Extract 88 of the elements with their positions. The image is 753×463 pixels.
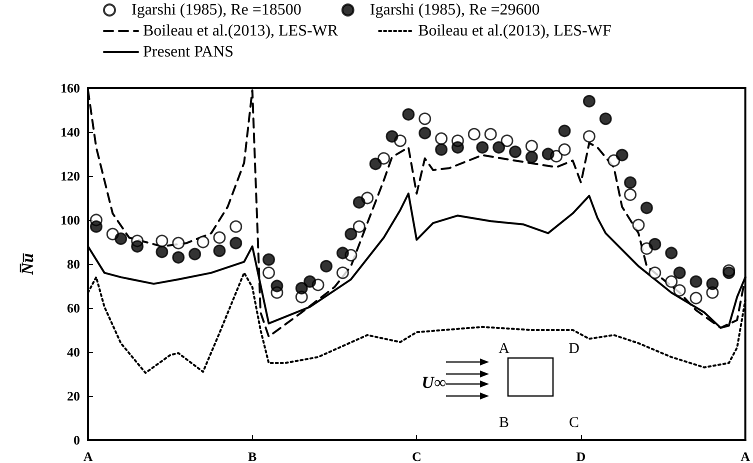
point <box>213 244 226 258</box>
point <box>509 146 522 158</box>
point <box>624 176 637 189</box>
point <box>608 154 620 167</box>
point <box>90 220 102 233</box>
y-axis-title: N̅u̅ <box>18 252 37 276</box>
point <box>706 278 719 290</box>
point <box>599 112 612 126</box>
point <box>525 150 538 164</box>
point <box>476 141 489 154</box>
annotation: U∞ <box>422 373 446 392</box>
point <box>344 228 358 240</box>
point <box>616 148 628 162</box>
point <box>435 143 448 156</box>
point <box>722 266 736 280</box>
point <box>172 251 185 264</box>
point <box>665 246 678 260</box>
point <box>295 282 308 294</box>
annotation: D <box>568 341 580 357</box>
point <box>673 284 686 297</box>
y-tick-label: 120 <box>60 168 80 184</box>
point <box>196 236 210 248</box>
point <box>640 202 653 214</box>
point <box>270 280 284 292</box>
point <box>542 148 554 160</box>
point <box>648 266 662 280</box>
point <box>500 134 514 148</box>
y-tick-label: 0 <box>74 432 80 448</box>
point <box>690 292 702 304</box>
point <box>582 130 596 143</box>
point <box>468 128 480 140</box>
y-tick-label: 140 <box>60 124 80 140</box>
annotation: B <box>498 415 510 431</box>
point <box>648 238 662 250</box>
legend-label: Present PANS <box>143 44 234 60</box>
point <box>304 275 316 288</box>
legend-label: Igarshi (1985), Re =18500 <box>132 2 302 18</box>
y-tick-label: 40 <box>67 344 80 360</box>
x-tick-label: D <box>576 449 586 463</box>
point <box>525 140 538 152</box>
point <box>418 112 432 126</box>
point <box>665 275 678 288</box>
annotation: C <box>568 415 580 431</box>
point <box>582 94 596 108</box>
point <box>492 141 506 154</box>
legend-label: Boileau et al.(2013), LES-WR <box>143 22 338 40</box>
point <box>156 234 168 248</box>
point <box>352 220 366 233</box>
point <box>369 158 382 170</box>
legend-label: Boileau et al.(2013), LES-WF <box>418 22 612 40</box>
y-tick-label: 100 <box>60 212 80 228</box>
x-tick-label: A <box>83 449 94 463</box>
point <box>131 240 144 253</box>
point <box>632 218 645 232</box>
annotation: A <box>498 341 510 357</box>
x-tick-label: B <box>248 449 257 463</box>
point <box>418 126 432 140</box>
point <box>230 220 242 233</box>
x-tick-label: A <box>740 449 751 463</box>
point <box>114 232 128 245</box>
point <box>262 266 276 280</box>
y-tick-label: 80 <box>67 256 80 272</box>
point <box>386 130 398 143</box>
x-tick-label: C <box>412 449 422 463</box>
y-tick-label: 20 <box>67 388 80 404</box>
point <box>402 108 415 121</box>
point <box>213 231 226 244</box>
point <box>558 143 571 156</box>
point <box>673 266 686 280</box>
point <box>172 236 185 250</box>
y-tick-label: 60 <box>67 300 80 316</box>
point <box>484 128 497 140</box>
point <box>378 152 390 165</box>
point <box>336 266 349 280</box>
point <box>435 132 448 145</box>
point <box>624 188 637 201</box>
point <box>336 246 349 260</box>
legend-label: Igarshi (1985), Re =29600 <box>370 2 540 18</box>
point <box>451 141 464 154</box>
point <box>230 236 242 250</box>
point <box>156 246 168 258</box>
point <box>352 196 366 209</box>
point <box>320 260 333 272</box>
y-tick-label: 160 <box>60 80 80 96</box>
point <box>188 248 202 260</box>
point <box>262 253 276 266</box>
point <box>558 124 571 138</box>
point <box>690 275 702 288</box>
